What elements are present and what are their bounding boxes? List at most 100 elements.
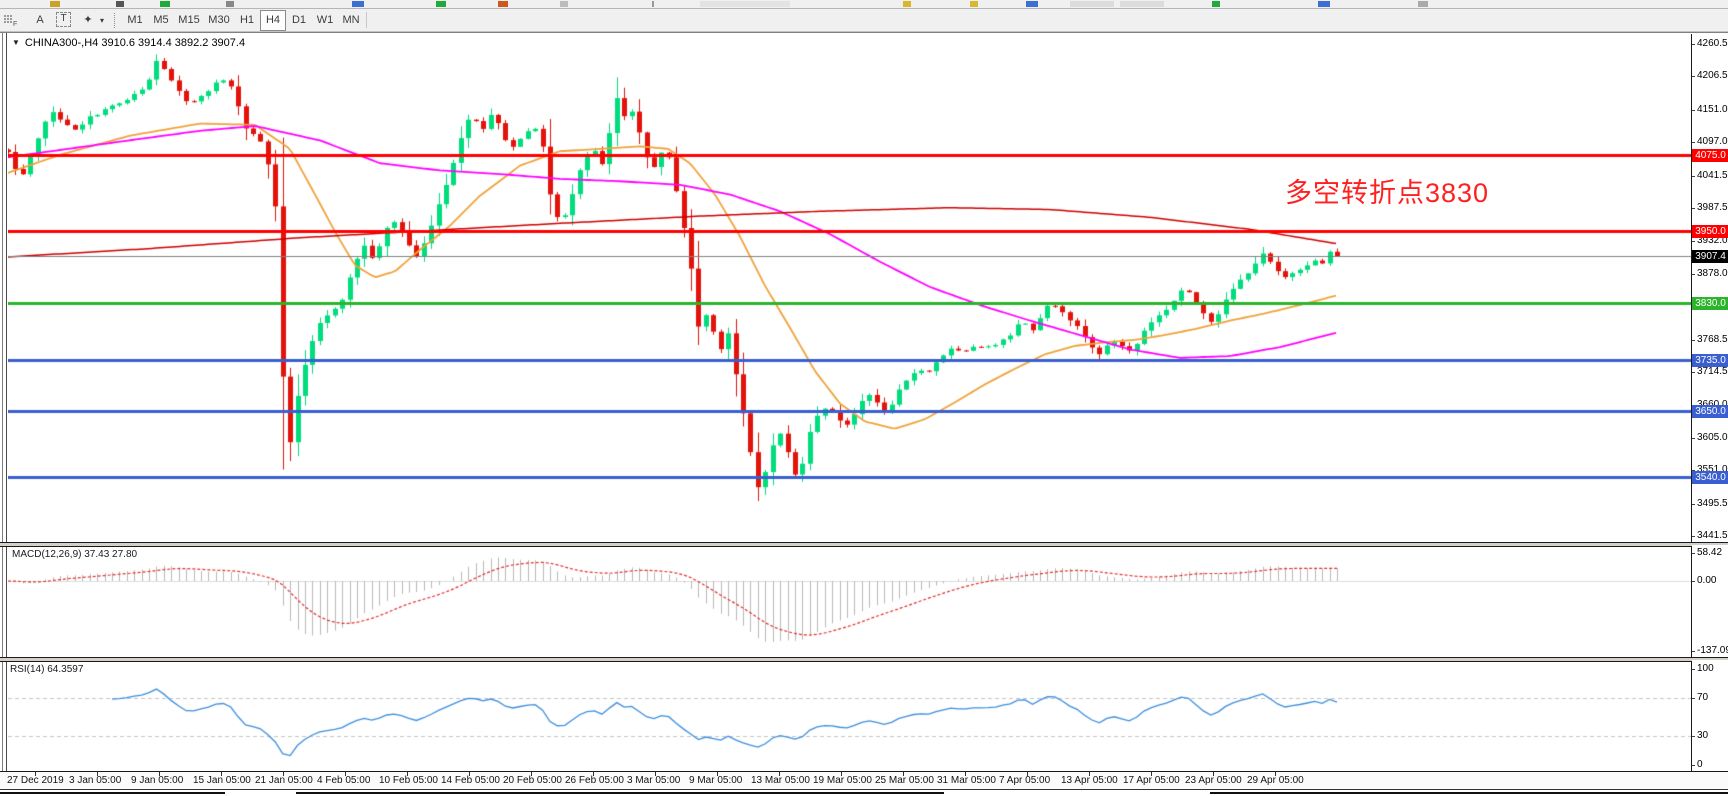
date-axis-tick-mark [35,772,36,776]
quick-nav-arrow-icon[interactable]: ▼ [12,38,20,47]
chart-toolbar: F A T ✦ ▾ M1 M5 M15 M30 H1 H4 D1 W1 MN [0,9,1728,32]
chart-tab-top-edge [1210,792,1728,794]
macd-pane-canvas[interactable] [8,545,1691,657]
date-axis-label: 13 Mar 05:00 [751,775,810,786]
price-axis-tick: 4151.0 [1697,104,1728,115]
clipped-icon-fragment [160,1,170,7]
timeframe-button-d1[interactable]: D1 [291,14,307,26]
price-axis[interactable]: 4260.5 4206.5 4151.0 4097.0 4041.5 3987.5 3932… [1692,34,1728,542]
date-axis-label: 3 Jan 05:00 [69,775,122,786]
timeframe-button-m1[interactable]: M1 [127,14,143,26]
chart-title-text: CHINA300-,H4 3910.6 3914.4 3892.2 3907.4 [24,37,246,49]
price-axis-tick-mark [1692,142,1695,143]
date-axis[interactable]: 27 Dec 2019 3 Jan 05:00 9 Jan 05:00 15 Jan … [0,771,1728,790]
price-axis-tick-mark [1692,274,1695,275]
shapes-dropdown-icon[interactable]: ▾ [99,16,104,25]
date-axis-tick-mark [655,772,656,776]
price-axis-tick-mark [1692,44,1695,45]
date-axis-label: 15 Jan 05:00 [193,775,251,786]
toolbar-grip-label: F [13,21,18,28]
macd-axis[interactable]: 58.42 0.00 -137.09 [1692,545,1728,657]
price-level-chip: 3950.0 [1692,225,1728,238]
date-axis-label: 10 Feb 05:00 [379,775,438,786]
chart-title: ▼ CHINA300-,H4 3910.6 3914.4 3892.2 3907.… [12,37,245,49]
clipped-icon-fragment [50,1,60,7]
macd-label: MACD(12,26,9) 37.43 27.80 [12,549,138,560]
date-axis-label: 9 Mar 05:00 [689,775,743,786]
price-chart-canvas[interactable] [8,34,1691,542]
date-axis-tick-mark [903,772,904,776]
rsi-axis-tick-mark [1692,765,1695,766]
date-axis-label: 9 Jan 05:00 [131,775,184,786]
textbox-tool-button[interactable]: T [56,12,71,27]
clipped-icon-fragment [226,1,234,7]
price-axis-tick: 3660.0 [1697,399,1728,410]
date-axis-tick-mark [531,772,532,776]
date-axis-label: 13 Apr 05:00 [1061,775,1118,786]
date-axis-tick-mark [1151,772,1152,776]
clipped-top-toolbar [0,0,1728,9]
date-axis-tick-mark [345,772,346,776]
macd-axis-tick-mark [1692,553,1695,554]
price-level-chip: 3830.0 [1692,297,1728,310]
timeframe-button-m30[interactable]: M30 [208,14,230,26]
text-tool-button[interactable]: A [36,14,44,26]
macd-axis-tick-mark [1692,651,1695,652]
toolbar-separator-handle[interactable] [114,13,115,28]
chart-tab-top-edge [296,792,944,794]
date-axis-tick-mark [469,772,470,776]
clipped-icon-fragment [1070,1,1114,7]
timeframe-button-h4[interactable]: H4 [260,10,286,31]
toolbar-separator [366,12,367,28]
rsi-axis[interactable]: 100 70 30 0 [1692,660,1728,771]
date-axis-label: 29 Apr 05:00 [1247,775,1304,786]
price-axis-tick: 3551.0 [1697,464,1728,475]
rsi-pane-canvas[interactable] [8,660,1691,771]
clipped-icon-fragment [1418,1,1428,7]
date-axis-tick-mark [779,772,780,776]
date-axis-label: 14 Feb 05:00 [441,775,500,786]
date-axis-label: 17 Apr 05:00 [1123,775,1180,786]
annotation-text[interactable]: 多空转折点3830 [1285,178,1490,208]
date-axis-label: 21 Jan 05:00 [255,775,313,786]
price-axis-tick: 4260.5 [1697,38,1728,49]
date-axis-tick-mark [1089,772,1090,776]
timeframe-button-m15[interactable]: M15 [178,14,200,26]
clipped-icon-fragment [498,1,508,7]
price-axis-tick-mark [1692,110,1695,111]
price-axis-tick: 3495.5 [1697,498,1728,509]
shapes-tool-button[interactable]: ✦ [83,14,93,26]
price-axis-tick: 3768.5 [1697,334,1728,345]
window-frame-line [6,33,7,796]
price-level-chip: 3650.0 [1692,405,1728,418]
price-axis-tick-mark [1692,536,1695,537]
macd-axis-tick: -137.09 [1697,645,1728,656]
price-level-chip: 3735.0 [1692,354,1728,367]
rsi-axis-tick: 100 [1697,663,1714,674]
clipped-icon-fragment [352,1,364,7]
plot-axis-boundary [1691,34,1692,789]
price-axis-tick-mark [1692,208,1695,209]
date-axis-tick-mark [965,772,966,776]
timeframe-button-mn[interactable]: MN [342,14,360,26]
clipped-icon-fragment [1318,1,1330,7]
date-axis-tick-mark [1027,772,1028,776]
date-axis-label: 4 Feb 05:00 [317,775,371,786]
price-level-chip: 4075.0 [1692,149,1728,162]
clipped-icon-fragment [1026,1,1038,7]
macd-axis-tick: 0.00 [1697,575,1717,586]
clipped-icon-fragment [1120,1,1164,7]
price-axis-tick-mark [1692,372,1695,373]
timeframe-button-w1[interactable]: W1 [316,14,334,26]
price-axis-tick: 3714.5 [1697,366,1728,377]
chart-tab-top-edge [0,792,225,794]
timeframe-button-h1[interactable]: H1 [239,14,255,26]
toolbar-grip-icon[interactable] [4,15,6,17]
clipped-icon-fragment [700,1,790,7]
date-axis-label: 19 Mar 05:00 [813,775,872,786]
date-axis-label: 31 Mar 05:00 [937,775,996,786]
rsi-label: RSI(14) 64.3597 [10,664,84,675]
price-axis-tick: 3605.0 [1697,432,1728,443]
timeframe-button-m5[interactable]: M5 [153,14,169,26]
